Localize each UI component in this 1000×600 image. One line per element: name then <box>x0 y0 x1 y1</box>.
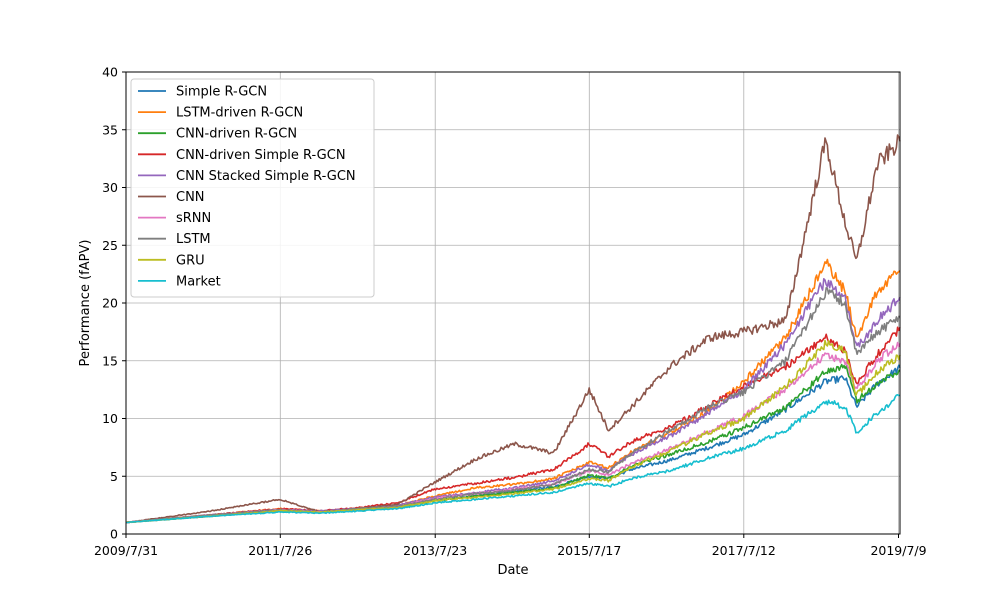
legend-entry: sRNN <box>138 211 211 226</box>
legend-entry: CNN-driven Simple R-GCN <box>138 148 346 163</box>
legend-entry: LSTM <box>138 232 211 247</box>
series-line <box>125 326 901 524</box>
legend-label: LSTM-driven R-GCN <box>176 106 303 121</box>
y-tick-label: 15 <box>102 353 118 368</box>
legend-label: Market <box>176 274 221 289</box>
legend-label: CNN <box>176 190 205 205</box>
legend-label: Simple R-GCN <box>176 85 267 100</box>
y-tick-label: 40 <box>102 65 118 80</box>
legend-entry: CNN <box>138 190 205 205</box>
legend-box <box>130 78 375 298</box>
legend-entry: GRU <box>138 253 205 268</box>
x-tick-label: 2017/7/12 <box>712 543 776 558</box>
x-tick-label: 2009/7/31 <box>94 543 158 558</box>
x-tick-label: 2019/7/9 <box>870 543 926 558</box>
legend-entry: LSTM-driven R-GCN <box>138 106 303 121</box>
legend-label: CNN Stacked Simple R-GCN <box>176 169 356 184</box>
series-line <box>126 134 901 524</box>
legend-label: CNN-driven Simple R-GCN <box>176 148 346 163</box>
y-tick-label: 20 <box>102 296 118 311</box>
legend-entry: CNN-driven R-GCN <box>138 127 297 142</box>
series-layer <box>125 134 901 524</box>
series-line <box>125 286 901 524</box>
series-line <box>125 339 901 524</box>
legend-entry: CNN Stacked Simple R-GCN <box>138 169 356 184</box>
series-line <box>125 277 901 524</box>
y-tick-label: 35 <box>102 122 118 137</box>
legend-label: LSTM <box>176 232 211 247</box>
y-tick-label: 5 <box>110 469 118 484</box>
legend-entry: Simple R-GCN <box>138 85 267 100</box>
y-axis-label: Performance (fAPV) <box>78 240 93 367</box>
x-tick-label: 2013/7/23 <box>403 543 467 558</box>
series-line <box>126 393 901 524</box>
x-tick-label: 2015/7/17 <box>557 543 621 558</box>
x-axis: 2009/7/31 2011/7/26 2013/7/23 2015/7/17 2017… <box>94 534 927 558</box>
legend-entry: Market <box>138 274 221 289</box>
legend-label: CNN-driven R-GCN <box>176 127 297 142</box>
legend: Simple R-GCN LSTM-driven R-GCN CNN-driven … <box>130 78 375 298</box>
legend-label: GRU <box>176 253 205 268</box>
x-tick-label: 2011/7/26 <box>248 543 312 558</box>
y-axis: 0 5 10 15 20 25 30 35 40 <box>102 65 126 542</box>
y-tick-label: 25 <box>102 238 118 253</box>
legend-label: sRNN <box>176 211 211 226</box>
y-tick-label: 30 <box>102 180 118 195</box>
y-tick-label: 0 <box>110 527 118 542</box>
y-tick-label: 10 <box>102 411 118 426</box>
x-axis-label: Date <box>497 563 528 578</box>
